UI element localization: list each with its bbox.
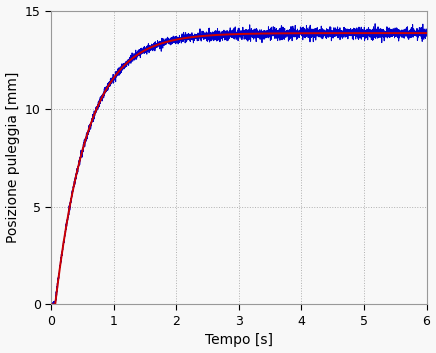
Y-axis label: Posizione puleggia [mm]: Posizione puleggia [mm] [6, 72, 20, 243]
X-axis label: Tempo [s]: Tempo [s] [205, 334, 273, 347]
